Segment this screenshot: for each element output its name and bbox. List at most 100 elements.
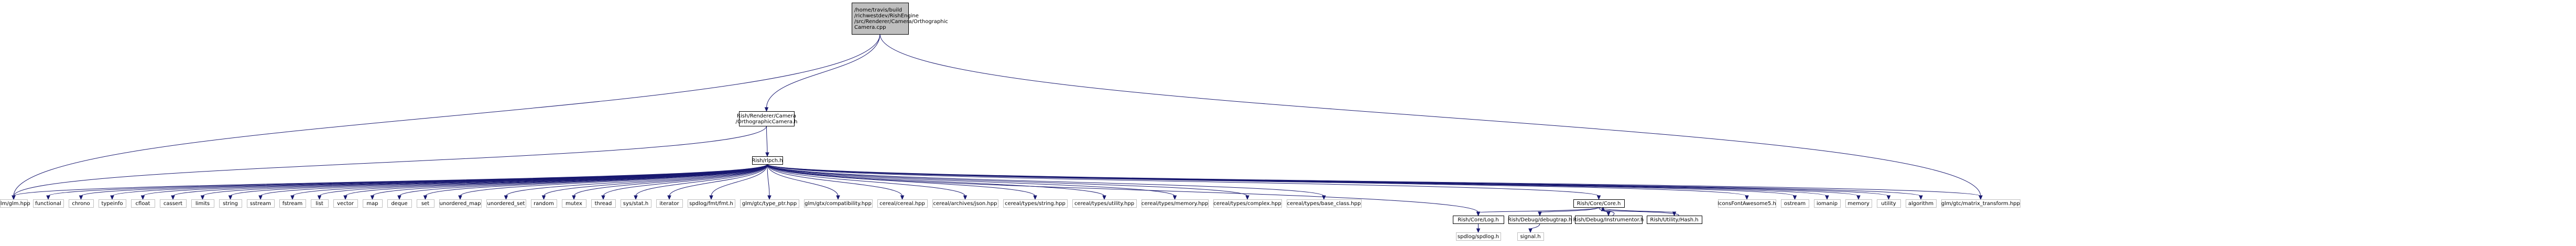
node-cassert: cassert — [160, 199, 187, 208]
edge-rlpch-to-iterator — [667, 164, 768, 200]
node-label: cassert — [164, 201, 182, 207]
edge-rlpch-to-random — [541, 164, 768, 200]
node-cfloat: cfloat — [131, 199, 155, 208]
node-box — [131, 199, 155, 208]
node-functional: functional — [33, 199, 64, 208]
edge-core-to-debugtrap — [1538, 207, 1599, 217]
edge-orthoh-to-rlpch — [765, 125, 769, 157]
node-box — [219, 199, 242, 208]
node-box — [486, 199, 526, 208]
node-utility: utility — [1877, 199, 1901, 208]
node-box — [33, 199, 64, 208]
node-label: thread — [595, 201, 612, 207]
edge-rlpch-to-mutex — [572, 164, 768, 200]
node-debugtrap[interactable]: Rish/Debug/debugtrap.h — [1508, 216, 1572, 224]
node-label: /home/travis/build — [854, 7, 902, 13]
node-signal: signal.h — [1517, 232, 1544, 241]
node-map: map — [363, 199, 383, 208]
node-box — [562, 199, 586, 208]
node-cerstr: cereal/types/string.hpp — [1003, 199, 1068, 208]
node-cereal: cereal/cereal.hpp — [877, 199, 928, 208]
node-sstream: sstream — [247, 199, 275, 208]
node-root[interactable]: /home/travis/build/richwestdev/RishEngin… — [852, 3, 948, 35]
node-label: functional — [35, 201, 61, 207]
node-box — [752, 156, 783, 165]
node-box — [804, 199, 873, 208]
node-label: algorithm — [1908, 201, 1933, 207]
node-label: cereal/types/string.hpp — [1005, 201, 1066, 207]
edge-rlpch-to-core — [767, 164, 1601, 200]
node-box — [279, 199, 306, 208]
node-label: vector — [337, 201, 354, 207]
edge-rlpch-to-cerstr — [767, 164, 1037, 200]
node-box — [311, 199, 329, 208]
node-box — [1845, 199, 1872, 208]
node-algorithm: algorithm — [1906, 199, 1937, 208]
edge-rlpch-to-cercomplex — [767, 164, 1249, 200]
node-label: Rish/Core/Log.h — [1458, 217, 1499, 223]
node-glmcompat: glm/gtx/compatibility.hpp — [804, 199, 873, 208]
edge-root-to-glmmatrix — [879, 34, 1983, 200]
node-box — [333, 199, 358, 208]
node-box — [621, 199, 651, 208]
node-instrument[interactable]: Rish/Debug/Instrumentor.h — [1573, 216, 1644, 224]
node-box — [1647, 216, 1702, 224]
node-label: /OrthographicCamera.h — [735, 119, 797, 125]
node-box — [387, 199, 412, 208]
edge-rlpch-to-cermem — [767, 164, 1177, 200]
node-label: glm/gtx/compatibility.hpp — [805, 201, 872, 207]
node-box — [1508, 216, 1572, 224]
node-label: /richwestdev/RishEngine — [854, 13, 919, 19]
edge-rlpch-to-log — [767, 164, 1481, 217]
edge-hash-to-core — [1601, 206, 1679, 216]
node-iomanip: iomanip — [1814, 199, 1841, 208]
edge-core-to-log — [1476, 207, 1599, 217]
node-chrono: chrono — [69, 199, 94, 208]
node-thread: thread — [591, 199, 616, 208]
node-label: memory — [1847, 201, 1869, 207]
edge-rlpch-to-uset — [504, 164, 768, 200]
node-rlpch[interactable]: Rish/rlpch.h — [752, 156, 783, 165]
node-box — [1287, 199, 1362, 208]
node-box — [1906, 199, 1937, 208]
node-box — [1072, 199, 1137, 208]
node-orthoh[interactable]: Rish/Renderer/Camera/OrthographicCamera.… — [735, 111, 798, 126]
node-cercomplex: cereal/types/complex.hpp — [1213, 199, 1282, 208]
node-label: cereal/types/complex.hpp — [1213, 201, 1281, 207]
node-hash[interactable]: Rish/Utility/Hash.h — [1647, 216, 1702, 224]
node-set: set — [417, 199, 434, 208]
node-label: Rish/Debug/Instrumentor.h — [1573, 217, 1644, 223]
node-box — [1781, 199, 1809, 208]
node-box — [1517, 232, 1544, 241]
node-box — [1453, 216, 1504, 224]
node-box — [531, 199, 557, 208]
node-label: mutex — [566, 201, 582, 207]
node-vector: vector — [333, 199, 358, 208]
node-label: spdlog/spdlog.h — [1458, 234, 1499, 240]
node-icons: IconsFontAwesome5.h — [1718, 199, 1776, 208]
node-box — [1814, 199, 1841, 208]
node-label: chrono — [72, 201, 90, 207]
node-label: cereal/archives/json.hpp — [933, 201, 997, 207]
node-box — [363, 199, 383, 208]
edge-rlpch-to-sysstat — [634, 164, 768, 200]
node-label: Camera.cpp — [854, 25, 886, 30]
node-string: string — [219, 199, 242, 208]
node-label: /src/Renderer/Camera/Orthographic — [854, 19, 948, 25]
node-box — [1456, 232, 1501, 241]
node-label: set — [421, 201, 429, 207]
node-box — [1941, 199, 2020, 208]
node-core[interactable]: Rish/Core/Core.h — [1573, 199, 1625, 208]
node-box — [740, 199, 799, 208]
edge-rlpch-to-cereal — [767, 164, 905, 200]
node-box — [739, 111, 795, 126]
node-box — [1003, 199, 1068, 208]
node-label: Rish/rlpch.h — [752, 158, 782, 164]
edge-rlpch-to-glmcompat — [767, 164, 840, 200]
node-label: cfloat — [136, 201, 150, 207]
node-fstream: fstream — [279, 199, 306, 208]
node-box — [160, 199, 187, 208]
node-log[interactable]: Rish/Core/Log.h — [1453, 216, 1504, 224]
edge-rlpch-to-glmptr — [767, 164, 771, 200]
node-label: Rish/Renderer/Camera — [737, 113, 796, 119]
